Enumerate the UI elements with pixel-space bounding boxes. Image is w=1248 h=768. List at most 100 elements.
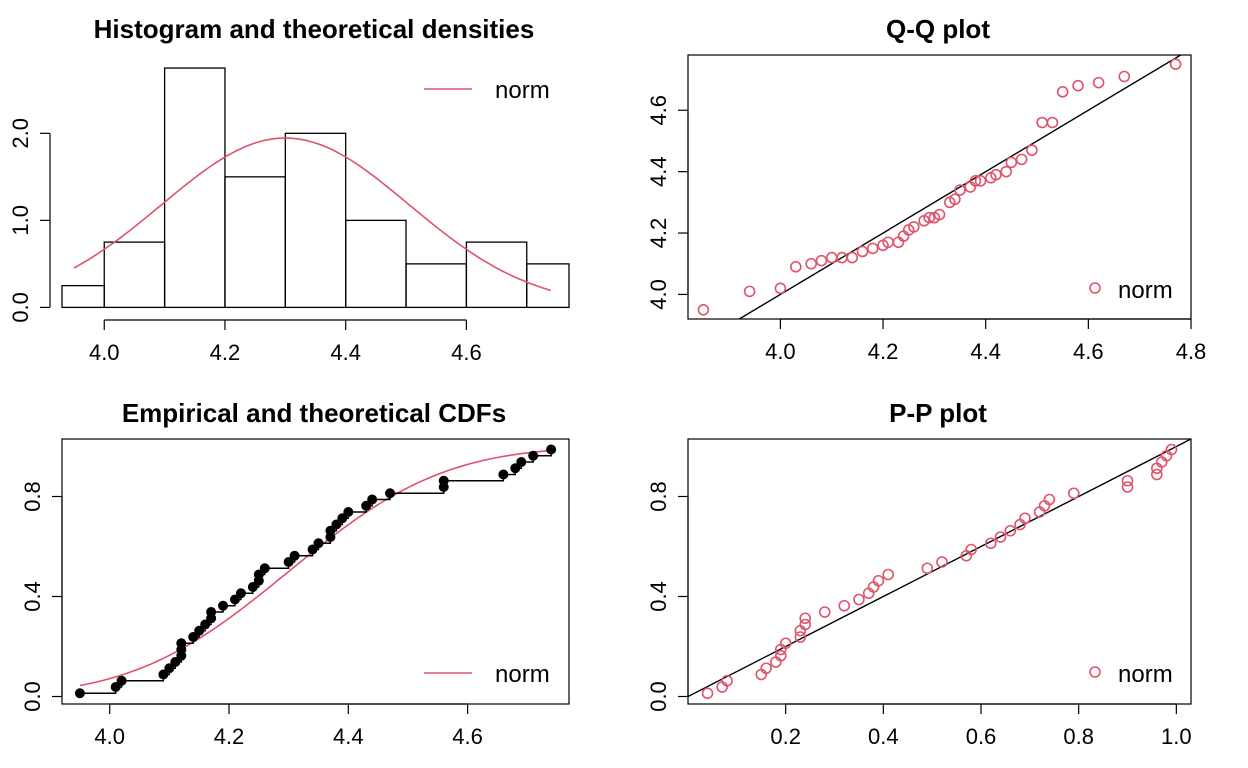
pp-y-tick-label: 0.0 [646, 681, 671, 712]
cdf-points [74, 444, 557, 699]
cdf-point [176, 638, 187, 649]
pp-point [921, 562, 934, 575]
qq-point [1036, 116, 1048, 129]
pp-point [838, 599, 851, 612]
qq-y-tick-label: 4.2 [646, 218, 671, 249]
qq-point [923, 211, 936, 224]
qq-point [954, 184, 966, 196]
qq-point [1015, 153, 1028, 166]
qq-point [1072, 79, 1084, 92]
pp-point [1121, 481, 1134, 493]
cdf-point [325, 525, 336, 536]
hist-x-tick-label: 4.6 [451, 340, 482, 365]
cdf-point [289, 550, 300, 561]
hist-x-tick-label: 4.0 [89, 340, 120, 365]
pp-point [984, 537, 997, 550]
cdf-point [528, 450, 539, 461]
cdf-x-tick-label: 4.0 [94, 724, 125, 749]
pp-point [799, 618, 812, 631]
cdf-y-axis: 0.0 0.4 0.8 [20, 481, 63, 712]
pp-panel: P-P plot 0.2 0.4 0.6 0.8 1.0 0.0 0.4 0.8 norm [646, 398, 1192, 749]
cdf-point [194, 625, 205, 636]
qq-point [846, 251, 859, 264]
cdf-point [385, 488, 396, 499]
cdf-x-axis: 4.0 4.2 4.4 4.6 [94, 703, 483, 749]
pp-point [882, 568, 895, 581]
pp-x-tick-label: 1.0 [1161, 724, 1192, 749]
qq-point [866, 242, 879, 255]
hist-y-axis: 0.0 1.0 2.0 [8, 118, 51, 323]
cdf-point [337, 513, 348, 524]
cdf-y-tick-label: 0.0 [20, 681, 45, 712]
cdf-point [438, 475, 449, 486]
qq-point [1046, 116, 1059, 129]
cdf-point [158, 669, 169, 680]
qq-y-axis: 4.0 4.2 4.4 4.6 [646, 95, 689, 310]
hist-x-axis: 4.0 4.2 4.4 4.6 [89, 319, 482, 365]
qq-points [697, 58, 1182, 316]
qq-x-tick-label: 4.8 [1176, 339, 1207, 364]
cdf-point [313, 538, 324, 549]
pp-title: P-P plot [889, 398, 987, 428]
pp-point [1165, 443, 1178, 456]
cdf-point [307, 544, 318, 555]
qq-point [743, 285, 756, 298]
qq-point [933, 208, 946, 221]
cdf-point [206, 607, 217, 617]
qq-point [856, 245, 869, 258]
hist-bar [526, 263, 570, 309]
qq-point [697, 303, 710, 316]
qq-point [774, 282, 787, 295]
cdf-point [259, 563, 270, 574]
hist-title: Histogram and theoretical densities [94, 14, 535, 44]
pp-point [1043, 493, 1056, 506]
qq-x-tick-label: 4.2 [868, 339, 899, 364]
qq-point [1000, 165, 1013, 178]
qq-point [815, 254, 828, 267]
cdf-point [253, 569, 264, 580]
cdf-point [218, 600, 229, 611]
pp-x-axis: 0.2 0.4 0.6 0.8 1.0 [770, 703, 1192, 749]
pp-x-tick-label: 0.8 [1063, 724, 1094, 749]
qq-x-axis: 4.0 4.2 4.4 4.6 4.8 [765, 318, 1207, 364]
qq-point [1169, 58, 1182, 71]
qq-point [974, 175, 987, 187]
pp-point [779, 637, 792, 650]
pp-point [1151, 468, 1163, 481]
qq-y-tick-label: 4.0 [646, 279, 671, 310]
cdf-point [516, 457, 527, 467]
hist-bar [345, 219, 407, 309]
cdf-point [331, 519, 342, 530]
hist-panel: Histogram and theoretical densities 4.0 4… [8, 14, 570, 365]
pp-point [1004, 524, 1017, 537]
qq-y-tick-label: 4.6 [646, 95, 671, 126]
pp-y-tick-label: 0.8 [646, 481, 671, 512]
cdf-point [110, 682, 121, 692]
pp-point [853, 593, 865, 606]
cdf-plot-frame [61, 438, 570, 705]
qq-point [1005, 156, 1018, 169]
cdf-empirical-steps [79, 449, 552, 694]
qq-point [1026, 144, 1038, 156]
qq-point [825, 251, 838, 264]
pp-point [1019, 512, 1031, 525]
pp-legend-swatch [1089, 666, 1101, 678]
pp-point [965, 543, 978, 556]
cdf-point [74, 688, 85, 699]
qq-x-tick-label: 4.0 [765, 339, 796, 364]
pp-point [936, 556, 948, 568]
hist-x-tick-label: 4.2 [210, 340, 241, 365]
hist-bar [284, 132, 347, 309]
pp-point [1067, 487, 1080, 500]
qq-x-tick-label: 4.6 [1073, 339, 1104, 364]
cdf-point [229, 594, 240, 605]
cdf-point [510, 463, 521, 474]
cdf-point [235, 588, 246, 599]
qq-point [789, 261, 802, 273]
cdf-theoretical-curve [79, 449, 552, 687]
pp-legend-label: norm [1118, 661, 1173, 688]
cdf-point [164, 663, 175, 674]
pp-y-axis: 0.0 0.4 0.8 [646, 481, 689, 712]
cdf-y-tick-label: 0.4 [20, 581, 45, 612]
qq-y-tick-label: 4.4 [646, 156, 671, 187]
